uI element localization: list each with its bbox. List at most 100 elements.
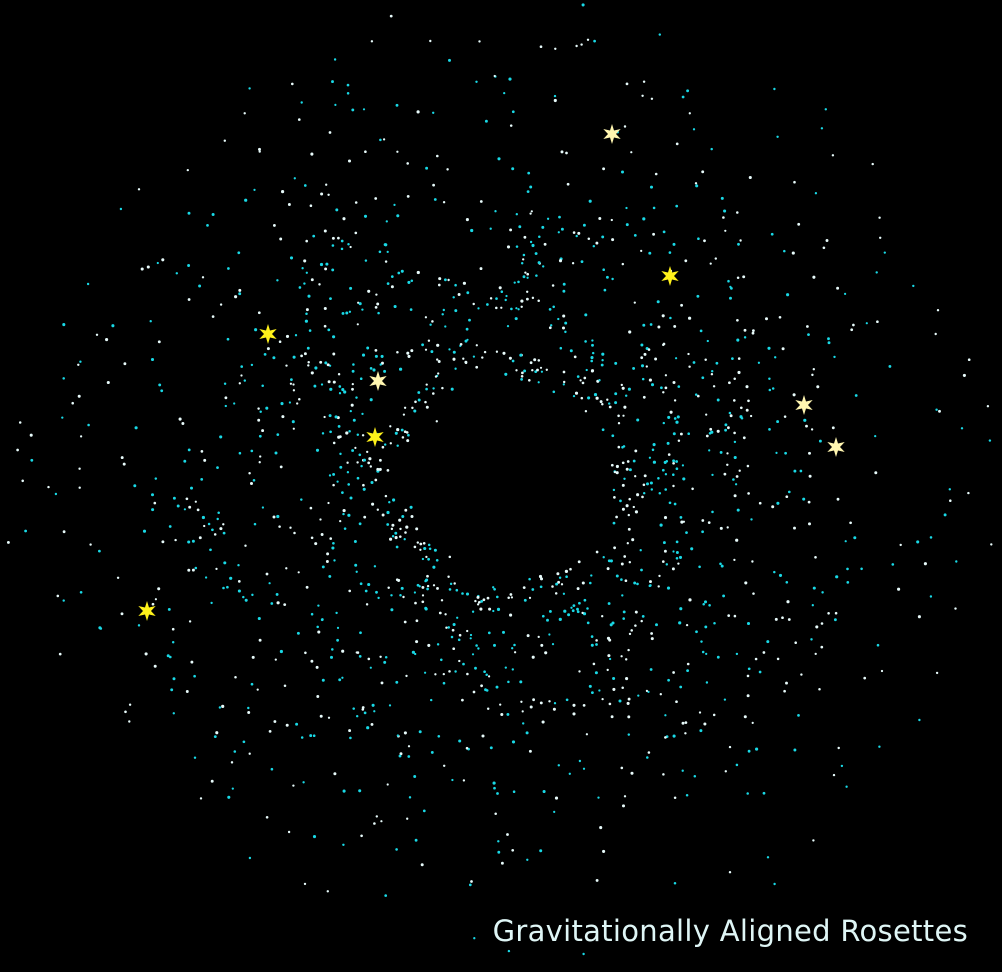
particle-dot — [257, 407, 260, 410]
particle-dot — [775, 451, 778, 454]
particle-dot — [458, 633, 462, 637]
particle-dot — [466, 291, 470, 295]
particle-dot — [758, 670, 762, 674]
particle-dot — [193, 674, 196, 678]
particle-dot — [627, 733, 631, 736]
particle-dot — [825, 239, 829, 242]
particle-dot — [557, 231, 560, 234]
particle-dot — [614, 361, 618, 365]
particle-dot — [586, 38, 590, 41]
particle-dot — [621, 594, 624, 597]
particle-dot — [384, 243, 388, 247]
particle-dot — [193, 756, 197, 759]
particle-dot — [586, 607, 589, 610]
particle-dot — [591, 351, 595, 355]
particle-dot — [389, 442, 392, 445]
particle-dot — [222, 523, 225, 526]
particle-dot — [327, 193, 330, 196]
particle-dot — [681, 769, 684, 772]
particle-dot — [923, 562, 927, 566]
particle-dot — [620, 383, 623, 387]
particle-dot — [657, 325, 661, 329]
particle-dot — [187, 211, 191, 215]
particle-dot — [935, 408, 938, 411]
particle-dot — [480, 599, 484, 603]
particle-dot — [747, 399, 750, 403]
particle-dot — [349, 409, 352, 413]
particle-dot — [451, 628, 455, 632]
particle-dot — [314, 366, 318, 370]
particle-dot — [487, 631, 491, 635]
particle-dot — [223, 561, 227, 565]
particle-dot — [755, 747, 759, 751]
particle-dot — [265, 815, 269, 819]
particle-dot — [258, 638, 262, 642]
particle-dot — [336, 638, 339, 642]
particle-dot — [766, 856, 770, 859]
particle-dot — [442, 672, 445, 676]
particle-dot — [62, 377, 65, 380]
particle-dot — [607, 559, 611, 563]
particle-dot — [672, 734, 676, 738]
particle-dot — [471, 653, 475, 656]
particle-dot — [409, 505, 413, 509]
particle-dot — [361, 412, 364, 416]
particle-dot — [281, 415, 285, 419]
particle-dot — [431, 320, 434, 323]
particle-dot — [428, 547, 432, 551]
particle-dot — [576, 607, 579, 611]
particle-dot — [728, 411, 732, 415]
particle-dot — [420, 863, 424, 867]
particle-dot — [216, 517, 219, 521]
particle-dot — [313, 384, 317, 388]
particle-dot — [396, 150, 399, 153]
particle-dot — [684, 732, 687, 735]
particle-dot — [150, 357, 155, 362]
particle-dot — [853, 536, 857, 540]
particle-dot — [672, 550, 675, 553]
particle-dot — [572, 712, 576, 716]
particle-dot — [793, 748, 797, 752]
particle-dot — [425, 555, 428, 559]
particle-dot — [421, 585, 425, 589]
particle-dot — [331, 244, 335, 247]
particle-dot — [448, 588, 452, 591]
particle-dot — [297, 118, 301, 121]
particle-dot — [137, 624, 141, 627]
particle-dot — [843, 292, 847, 296]
particle-dot — [172, 712, 175, 715]
particle-dot — [437, 372, 440, 375]
particle-dot — [191, 539, 195, 543]
particle-dot — [285, 723, 289, 727]
particle-dot — [387, 586, 390, 590]
particle-dot — [531, 296, 535, 300]
particle-dot — [332, 380, 336, 384]
particle-dot — [598, 689, 601, 692]
particle-dot — [545, 368, 548, 371]
particle-dot — [719, 450, 723, 454]
particle-dot — [630, 151, 633, 154]
particle-dot — [415, 619, 419, 623]
particle-dot — [948, 488, 951, 491]
particle-dot — [305, 312, 308, 315]
particle-dot — [739, 239, 742, 242]
particle-dot — [610, 715, 614, 719]
particle-dot — [346, 83, 350, 87]
particle-dot — [831, 154, 835, 157]
particle-dot — [461, 698, 464, 702]
particle-dot — [800, 673, 803, 676]
particle-dot — [295, 722, 299, 726]
particle-dot — [283, 603, 287, 606]
particle-dot — [285, 334, 290, 338]
particle-dot — [554, 796, 559, 800]
particle-dot — [238, 451, 242, 455]
particle-dot — [582, 767, 586, 770]
particle-dot — [935, 671, 939, 675]
particle-dot — [370, 722, 374, 726]
particle-dot — [349, 496, 353, 500]
particle-dot — [477, 307, 480, 310]
particle-dot — [765, 317, 768, 321]
particle-dot — [327, 501, 330, 505]
particle-dot — [437, 734, 441, 738]
particle-dot — [701, 376, 705, 380]
